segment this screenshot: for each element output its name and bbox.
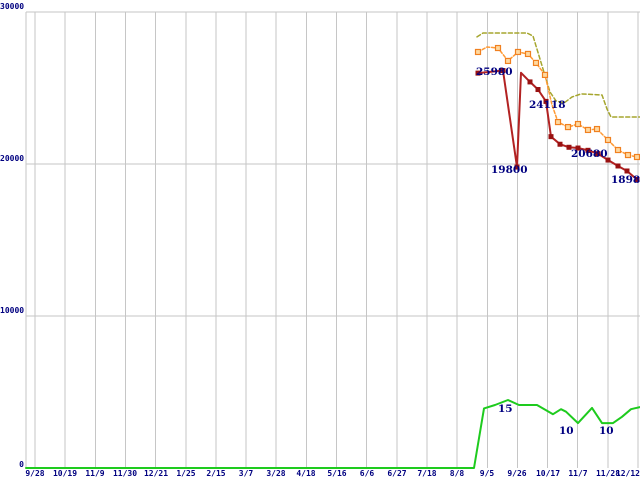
red-solid-line-marker bbox=[514, 164, 520, 170]
data-label: 24118 bbox=[529, 99, 566, 111]
red-solid-line-marker bbox=[624, 168, 630, 174]
orange-dashed-line-marker bbox=[524, 50, 532, 58]
data-label: 15 bbox=[498, 403, 513, 415]
y-tick-label: 30000 bbox=[0, 2, 25, 11]
green-count-line bbox=[25, 399, 640, 469]
data-label: 18980 bbox=[611, 174, 640, 186]
orange-dashed-line-marker bbox=[604, 136, 612, 144]
red-solid-line-marker bbox=[615, 163, 621, 169]
red-solid-line-marker bbox=[585, 147, 591, 153]
orange-dashed-line-marker bbox=[474, 48, 482, 56]
x-tick-label: 11/28 bbox=[595, 469, 621, 478]
x-tick-label: 9/28 bbox=[25, 469, 45, 478]
red-solid-line-marker bbox=[605, 157, 611, 163]
y-tick-label: 10000 bbox=[0, 306, 25, 315]
y-tick-label: 20000 bbox=[0, 154, 25, 163]
x-tick-label: 12/21 bbox=[143, 469, 169, 478]
red-solid-line-marker bbox=[575, 145, 581, 151]
data-label: 19800 bbox=[491, 164, 528, 176]
orange-dashed-line-marker bbox=[584, 126, 592, 134]
x-tick-label: 8/8 bbox=[449, 469, 465, 478]
x-tick-label: 5/16 bbox=[327, 469, 347, 478]
orange-dashed-line-marker bbox=[554, 118, 562, 126]
x-tick-label: 10/19 bbox=[52, 469, 78, 478]
orange-dashed-line-marker bbox=[593, 125, 601, 133]
data-label: 10 bbox=[559, 425, 574, 437]
x-tick-label: 7/18 bbox=[417, 469, 437, 478]
orange-dashed-line-marker bbox=[614, 146, 622, 154]
data-label: 20680 bbox=[571, 148, 608, 160]
olive-dashed-line bbox=[476, 32, 640, 118]
x-tick-label: 10/17 bbox=[535, 469, 561, 478]
x-tick-label: 1/25 bbox=[176, 469, 196, 478]
x-tick-label: 6/27 bbox=[387, 469, 407, 478]
red-solid-line-marker bbox=[566, 144, 572, 150]
y-tick-label: 0 bbox=[19, 460, 24, 469]
red-solid-line-marker bbox=[634, 177, 640, 183]
orange-dashed-line-marker bbox=[541, 71, 549, 79]
x-tick-label: 4/18 bbox=[296, 469, 316, 478]
x-tick-label: 9/5 bbox=[479, 469, 495, 478]
orange-dashed-line-marker bbox=[514, 48, 522, 56]
x-tick-label: 11/30 bbox=[112, 469, 138, 478]
red-solid-line-marker bbox=[557, 141, 563, 147]
orange-dashed-line-marker bbox=[564, 123, 572, 131]
data-label: 25980 bbox=[476, 66, 513, 78]
red-solid-line-marker bbox=[500, 68, 506, 74]
orange-dashed-line-marker bbox=[504, 57, 512, 65]
orange-dashed-line-marker bbox=[532, 59, 540, 67]
orange-dashed-line-marker bbox=[494, 44, 502, 52]
orange-dashed-line-marker bbox=[624, 151, 632, 159]
x-tick-label: 3/7 bbox=[238, 469, 254, 478]
x-tick-label: 11/9 bbox=[85, 469, 105, 478]
red-solid-line-marker bbox=[548, 134, 554, 140]
x-tick-label: 11/7 bbox=[568, 469, 588, 478]
x-tick-label: 2/15 bbox=[206, 469, 226, 478]
x-tick-label: 12/12 bbox=[615, 469, 640, 478]
x-tick-label: 3/28 bbox=[266, 469, 286, 478]
data-label: 10 bbox=[599, 425, 614, 437]
x-tick-label: 6/6 bbox=[359, 469, 375, 478]
red-solid-line-marker bbox=[543, 98, 549, 104]
red-solid-line-marker bbox=[475, 70, 481, 76]
red-solid-line-marker bbox=[595, 151, 601, 157]
orange-dashed-line-marker bbox=[633, 153, 640, 161]
red-solid-line-marker bbox=[527, 79, 533, 85]
x-tick-label: 9/26 bbox=[507, 469, 527, 478]
red-solid-line-marker bbox=[535, 87, 541, 93]
orange-dashed-line-marker bbox=[574, 120, 582, 128]
